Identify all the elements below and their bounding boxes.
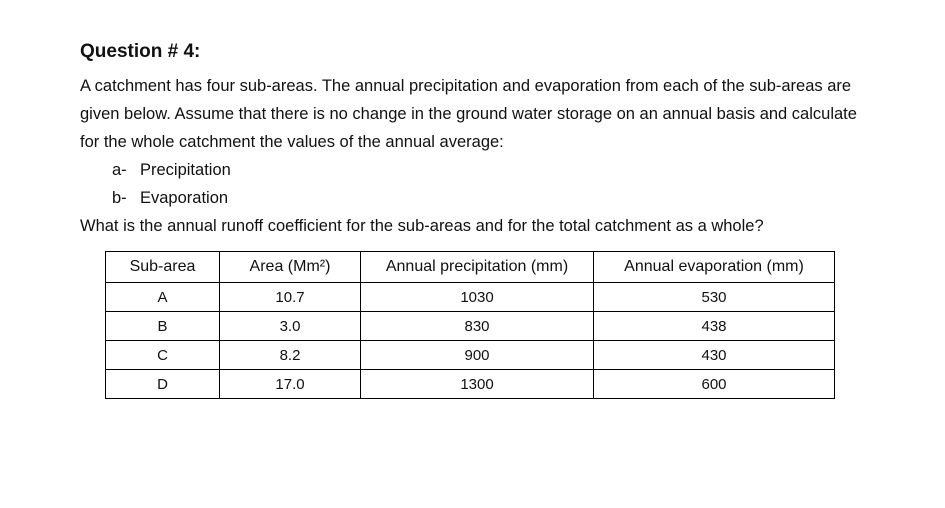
cell-area: 17.0: [219, 369, 361, 399]
list-marker: b-: [112, 189, 127, 207]
header-area: Area (Mm²): [219, 251, 361, 283]
cell-precipitation: 1030: [360, 282, 594, 312]
question-title: Question # 4:: [80, 41, 201, 62]
list-item-text: Precipitation: [140, 161, 231, 179]
table-header-row: Sub-area Area (Mm²) Annual precipitation…: [105, 251, 835, 283]
data-table: Sub-area Area (Mm²) Annual precipitation…: [105, 251, 835, 399]
list-marker: a-: [112, 161, 127, 179]
cell-evaporation: 530: [593, 282, 835, 312]
cell-area: 8.2: [219, 340, 361, 370]
cell-area: 3.0: [219, 311, 361, 341]
cell-evaporation: 438: [593, 311, 835, 341]
question-intro: A catchment has four sub-areas. The annu…: [80, 77, 857, 151]
cell-precipitation: 1300: [360, 369, 594, 399]
table-row: D 17.0 1300 600: [105, 369, 835, 399]
cell-precipitation: 900: [360, 340, 594, 370]
header-precipitation: Annual precipitation (mm): [360, 251, 594, 283]
header-sub-area: Sub-area: [105, 251, 220, 283]
table-row: A 10.7 1030 530: [105, 282, 835, 312]
cell-area: 10.7: [219, 282, 361, 312]
task-list: a- Precipitation b- Evaporation: [80, 156, 880, 212]
header-evaporation: Annual evaporation (mm): [593, 251, 835, 283]
list-item-text: Evaporation: [140, 189, 229, 207]
cell-sub-area: A: [105, 282, 220, 312]
cell-sub-area: D: [105, 369, 220, 399]
cell-precipitation: 830: [360, 311, 594, 341]
list-item: b- Evaporation: [80, 184, 880, 212]
list-item: a- Precipitation: [80, 156, 880, 184]
cell-evaporation: 600: [593, 369, 835, 399]
document-body: Question # 4: A catchment has four sub-a…: [80, 40, 880, 240]
table-row: C 8.2 900 430: [105, 340, 835, 370]
cell-evaporation: 430: [593, 340, 835, 370]
cell-sub-area: C: [105, 340, 220, 370]
question-closing: What is the annual runoff coefficient fo…: [80, 217, 764, 235]
table-row: B 3.0 830 438: [105, 311, 835, 341]
cell-sub-area: B: [105, 311, 220, 341]
